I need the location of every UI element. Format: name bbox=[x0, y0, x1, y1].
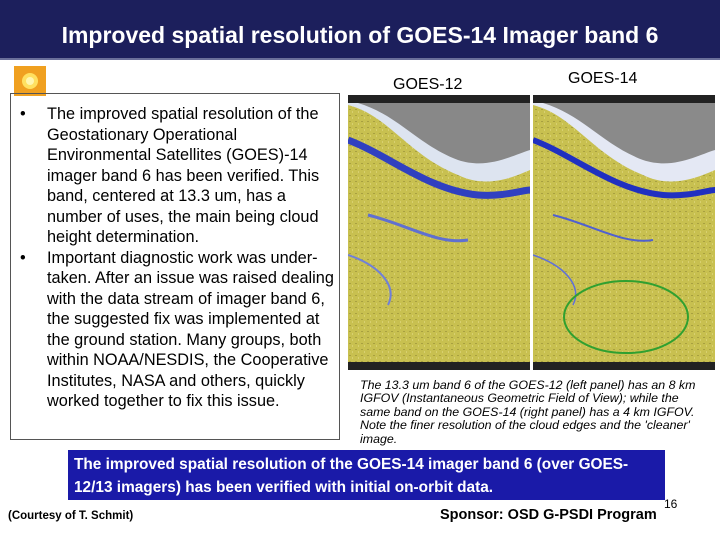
credit: (Courtesy of T. Schmit) bbox=[8, 510, 134, 522]
panel-label: GOES-12 bbox=[393, 76, 463, 93]
title-bar bbox=[0, 0, 720, 60]
satellite-images bbox=[348, 95, 715, 370]
image-caption: The 13.3 um band 6 of the GOES-12 (left … bbox=[360, 378, 696, 446]
bullet: Important diagnostic work was under-take… bbox=[10, 248, 338, 412]
goes-12-panel bbox=[348, 95, 531, 370]
bullet: The improved spatial resolution of the G… bbox=[10, 104, 338, 248]
slide-title: Improved spatial resolution of GOES-14 I… bbox=[61, 22, 659, 48]
highlight-box: The improved spatial resolution of the G… bbox=[68, 450, 665, 500]
bullet-list: The improved spatial resolution of the G… bbox=[10, 104, 338, 412]
page-number: 16 bbox=[664, 497, 678, 511]
panel-label: GOES-14 bbox=[568, 70, 638, 87]
goes-14-panel bbox=[531, 95, 715, 370]
sun-icon bbox=[14, 66, 46, 96]
sponsor: Sponsor: OSD G-PSDI Program bbox=[440, 507, 657, 523]
